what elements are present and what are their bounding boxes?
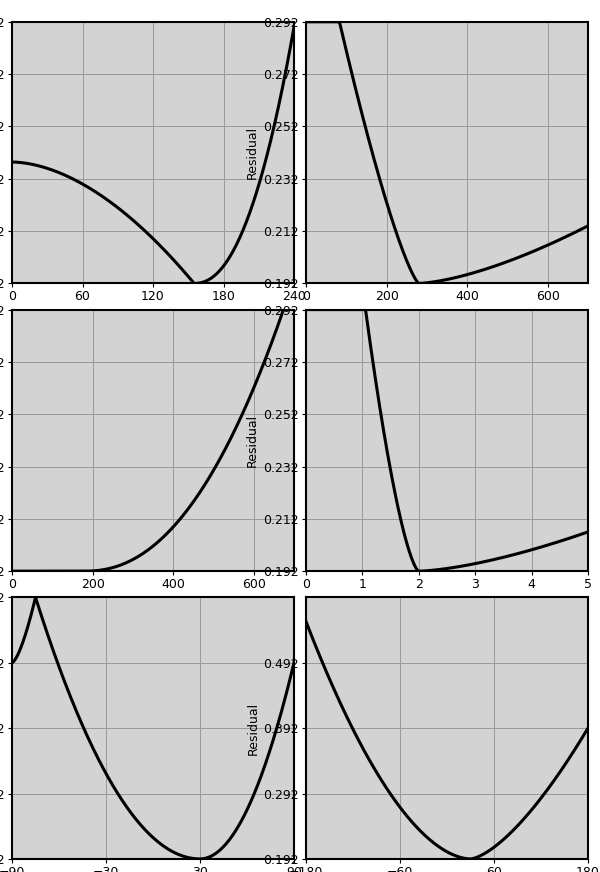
Y-axis label: Residual: Residual [246, 414, 259, 467]
X-axis label: Duration, s: Duration, s [114, 309, 192, 322]
X-axis label: Major axis length, km: Major axis length, km [371, 309, 523, 322]
Y-axis label: Residual: Residual [246, 702, 259, 754]
Y-axis label: Residual: Residual [246, 126, 259, 179]
X-axis label: Minor axis length, km: Minor axis length, km [77, 596, 229, 610]
X-axis label: Average instant centroid velocity, km/s: Average instant centroid velocity, km/s [310, 596, 584, 610]
